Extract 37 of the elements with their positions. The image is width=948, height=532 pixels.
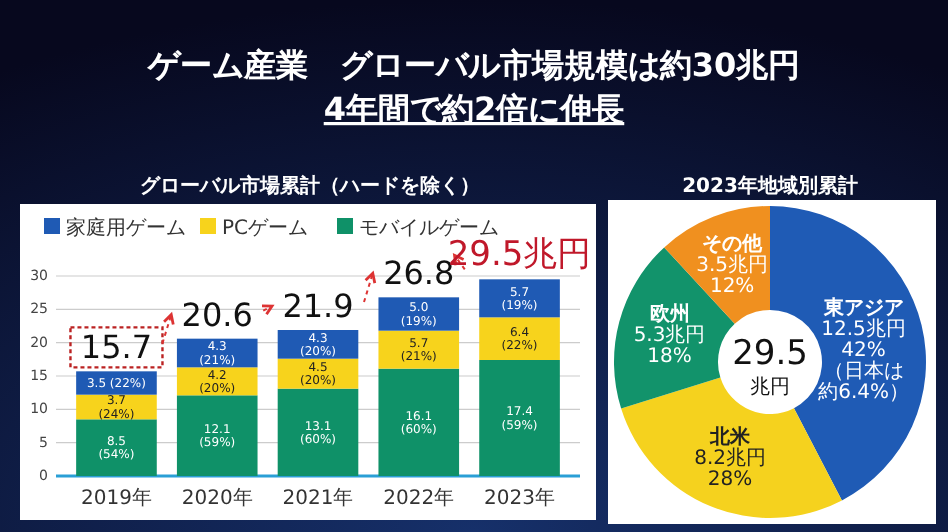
- legend-label: PCゲーム: [222, 218, 309, 240]
- data-label: 8.2兆円 28%: [694, 445, 766, 491]
- donut-slice: [621, 377, 842, 518]
- x-tick-label: 2023年: [484, 486, 555, 510]
- x-tick-label: 2022年: [383, 486, 455, 510]
- total-label: 15.7: [80, 328, 153, 367]
- bar: [277, 388, 359, 476]
- bar: [479, 360, 560, 476]
- bar: [378, 330, 460, 369]
- chart-title: 2023年地域別累計: [682, 174, 858, 198]
- text: 29.5: [732, 334, 808, 374]
- legend-label: 家庭用ゲーム: [66, 216, 186, 240]
- bar: [479, 317, 560, 360]
- slice-label: 東アジア: [821, 295, 904, 319]
- data-label: 5.3兆円 18%: [633, 322, 706, 368]
- bar: [378, 368, 460, 476]
- total-label: 26.8: [383, 254, 455, 293]
- text: 兆円: [750, 375, 790, 399]
- slice-label: 欧州: [649, 301, 690, 326]
- total-label: 21.9: [282, 287, 354, 325]
- bar: [378, 297, 460, 331]
- text: ゲーム産業 グローバル市場規模は約30兆円: [145, 46, 801, 84]
- slice-label: その他: [702, 231, 765, 256]
- total-label: 20.6: [181, 295, 253, 334]
- x-tick-label: 2020年: [181, 486, 253, 510]
- chart-title: グローバル市場累計（ハードを除く）: [140, 174, 480, 198]
- bar: [76, 419, 157, 476]
- bar: [176, 395, 258, 476]
- x-tick-label: 2019年: [81, 486, 152, 510]
- x-tick-label: 2021年: [282, 486, 354, 510]
- bar: [479, 279, 560, 318]
- text: （日本は約6.4%）: [818, 358, 910, 403]
- legend-label: モバイルゲーム: [359, 218, 499, 240]
- slice-label: 北米: [708, 424, 753, 449]
- text: 4年間で約2倍に伸長: [323, 90, 625, 128]
- data-label: 12.5兆円 42%: [821, 316, 906, 361]
- data-label: 3.5兆円 12%: [696, 252, 769, 298]
